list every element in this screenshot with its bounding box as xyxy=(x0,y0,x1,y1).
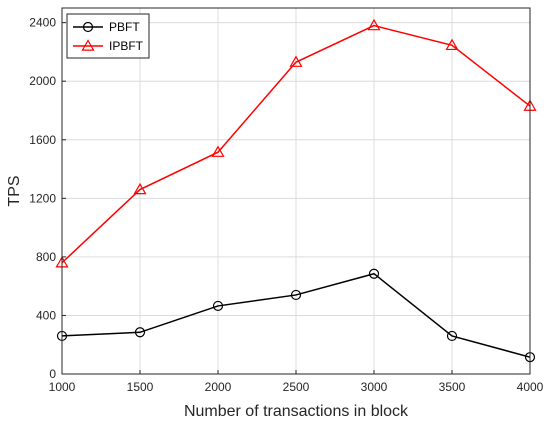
x-axis-label: Number of transactions in block xyxy=(184,403,409,420)
legend-marker xyxy=(82,21,94,33)
data-point xyxy=(211,145,225,157)
legend-marker xyxy=(81,39,95,51)
series-line xyxy=(61,272,531,358)
series-line xyxy=(61,24,531,264)
legend-label: IPBFT xyxy=(109,39,144,53)
y-tick-label: 1200 xyxy=(29,191,56,205)
legend: PBFT IPBFT xyxy=(66,13,150,59)
legend-box xyxy=(66,13,150,59)
data-point xyxy=(445,38,459,51)
data-point xyxy=(134,327,146,338)
series-ipbft xyxy=(55,18,537,268)
x-tick-label: 3500 xyxy=(439,380,466,394)
ticks: 1000 1500 2000 2500 3000 3500 4000 0 400 800 1200 1… xyxy=(29,16,543,394)
data-point xyxy=(289,55,303,67)
legend-label: PBFT xyxy=(109,20,140,34)
x-tick-label: 2000 xyxy=(205,380,232,394)
series-pbft xyxy=(56,268,536,363)
x-tick-label: 1000 xyxy=(49,380,76,394)
data-point xyxy=(212,300,224,312)
y-tick-label: 400 xyxy=(36,308,56,322)
data-point xyxy=(368,268,380,279)
data-point xyxy=(446,330,458,342)
y-tick-label: 1600 xyxy=(29,133,56,147)
x-tick-label: 2500 xyxy=(283,380,310,394)
y-tick-label: 0 xyxy=(49,367,56,381)
x-tick-label: 1500 xyxy=(127,380,154,394)
data-point xyxy=(290,289,302,301)
legend-entry: PBFT xyxy=(73,20,140,34)
legend-entry: IPBFT xyxy=(73,39,144,53)
y-tick-label: 800 xyxy=(36,250,56,264)
x-tick-label: 4000 xyxy=(517,380,544,394)
y-axis-label: TPS xyxy=(6,175,23,206)
x-tick-label: 3000 xyxy=(361,380,388,394)
series-layer xyxy=(55,18,537,363)
y-tick-label: 2400 xyxy=(29,16,56,30)
y-tick-label: 2000 xyxy=(29,74,56,88)
data-point xyxy=(367,18,381,31)
data-point xyxy=(133,182,147,195)
grid xyxy=(61,8,531,375)
